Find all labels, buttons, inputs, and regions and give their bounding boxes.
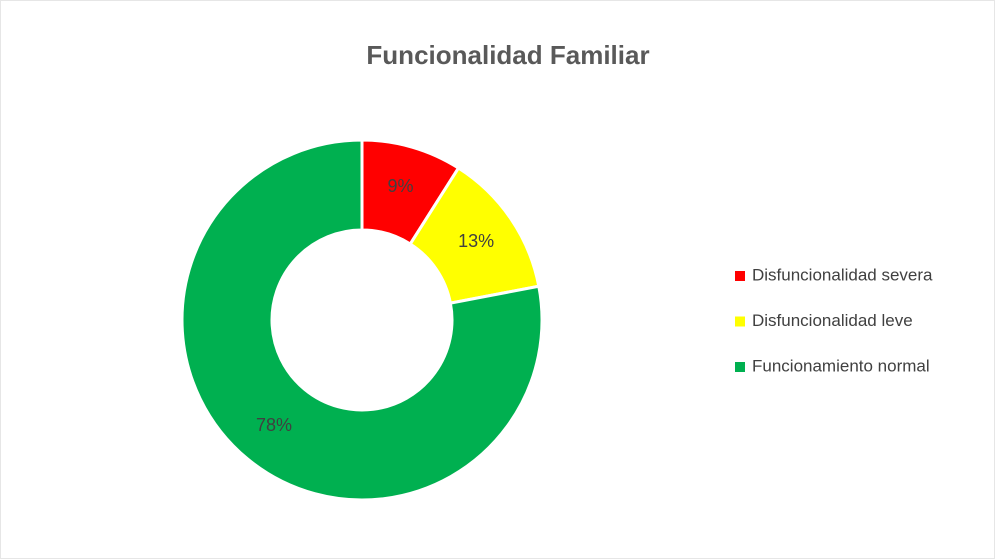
legend-label: Funcionamiento normal [752,356,930,375]
data-label: 78% [256,415,292,435]
data-label: 13% [458,231,494,251]
legend-label: Disfuncionalidad leve [752,311,913,330]
chart-title: Funcionalidad Familiar [366,40,649,70]
legend-swatch [735,362,745,372]
data-label: 9% [387,176,413,196]
legend-label: Disfuncionalidad severa [752,265,933,284]
legend-swatch [735,271,745,281]
donut-slice [180,138,544,502]
legend-swatch [735,316,745,327]
